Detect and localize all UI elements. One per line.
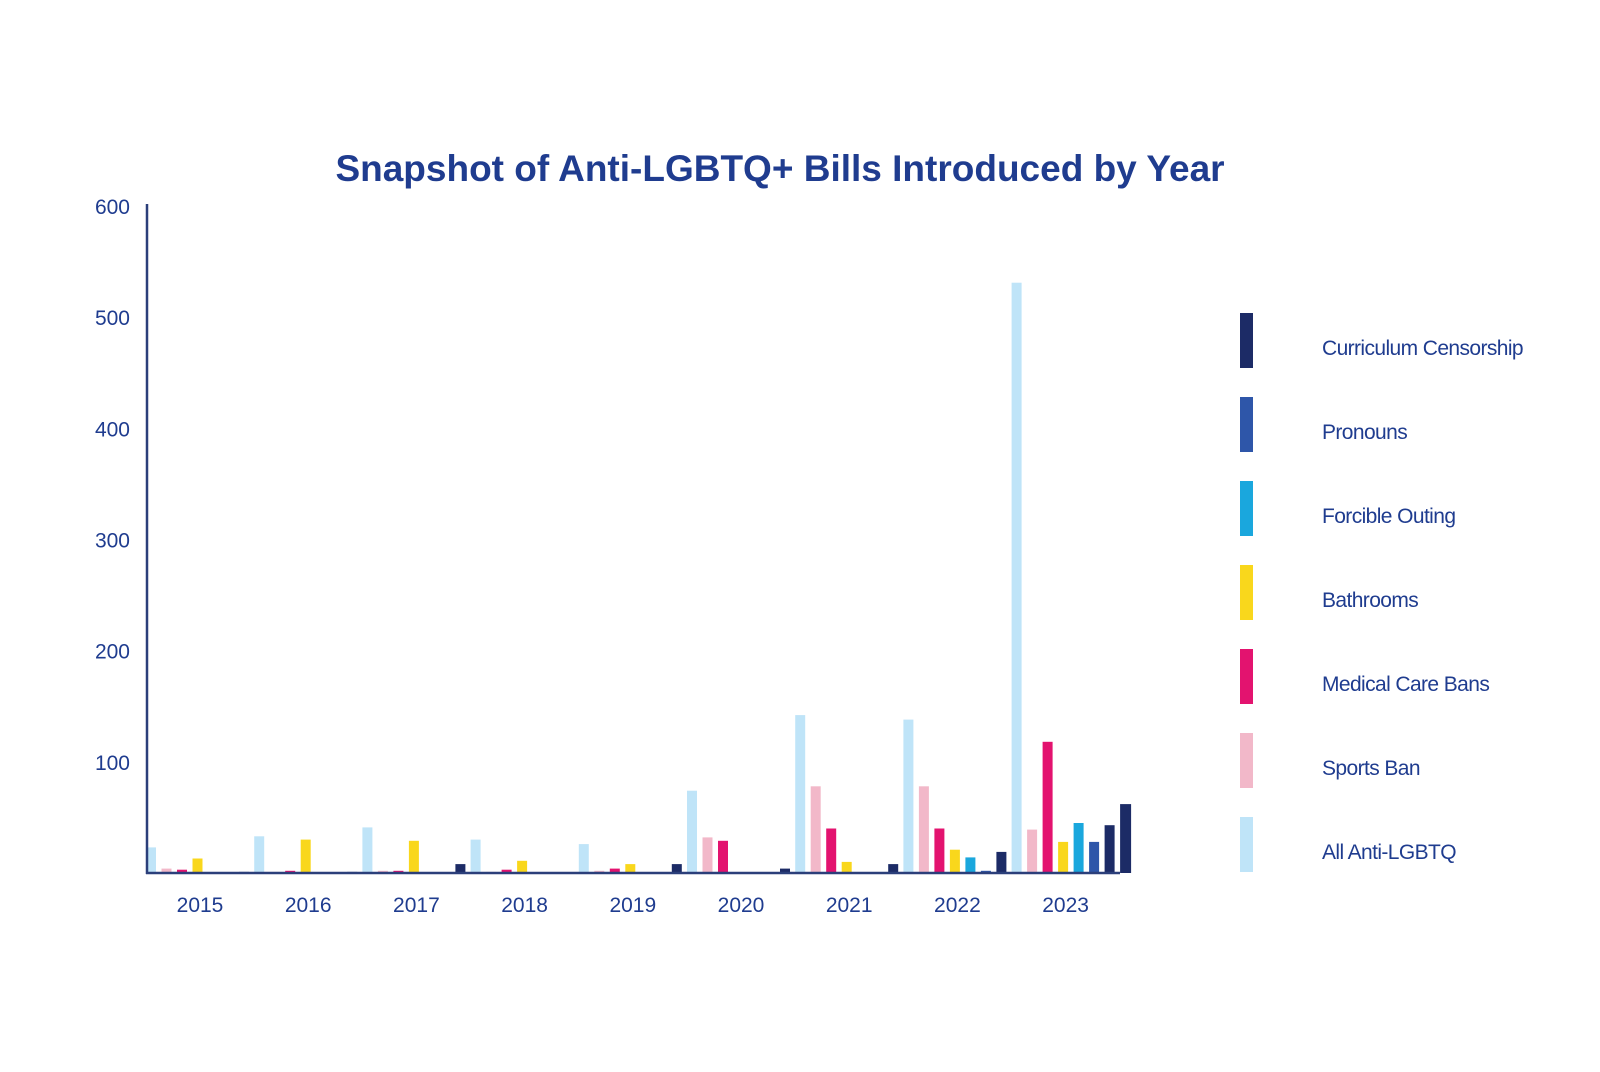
x-tick-label: 2021 [826, 894, 873, 917]
x-tick-label: 2022 [934, 894, 981, 917]
y-tick-label: 100 [95, 752, 130, 775]
x-tick-label: 2023 [1042, 894, 1089, 917]
y-tick-label: 200 [95, 641, 130, 664]
bar-2023-forcible-outing [1073, 823, 1084, 873]
x-tick-label: 2020 [718, 894, 765, 917]
bar-2021-curriculum-censorship [888, 864, 899, 873]
x-tick-label: 2018 [501, 894, 548, 917]
bar-2022-medical-care-bans [934, 828, 945, 873]
bar-2019-all-anti-lgbtq [578, 844, 589, 873]
bar-2019-bathrooms [625, 864, 636, 873]
bar-2016-bathrooms [300, 839, 311, 873]
bar-2018-all-anti-lgbtq [470, 839, 481, 873]
x-tick-label: 2015 [177, 894, 224, 917]
x-tick-label: 2017 [393, 894, 440, 917]
legend-label: Forcible Outing [1322, 505, 1455, 528]
bar-2018-medical-care-bans [501, 869, 512, 873]
bars [146, 282, 1132, 873]
bar-2015-all-anti-lgbtq [146, 847, 156, 873]
bar-2020-medical-care-bans [718, 840, 728, 873]
bar-2017-bathrooms [408, 840, 419, 873]
x-axis-ticks: 2015 2016 2017 2018 2019 2020 2021 2022 2023 [177, 894, 1089, 917]
bar-2023-all-anti-lgbtq [1011, 282, 1022, 873]
x-tick-label: 2016 [285, 894, 332, 917]
bar-2015-bathrooms [192, 858, 203, 873]
bar-2019-medical-care-bans [609, 868, 620, 873]
y-tick-label: 600 [95, 196, 130, 219]
bar-2022-sports-ban [918, 786, 929, 873]
bar-2017-all-anti-lgbtq [362, 827, 373, 873]
bar-2021-medical-care-bans [826, 828, 837, 873]
bar-2020-sports-ban [702, 837, 713, 873]
bar-2022-forcible-outing [965, 857, 976, 873]
legend-swatch [1240, 733, 1253, 788]
legend-swatch [1240, 649, 1253, 704]
bar-2021-sports-ban [810, 786, 821, 873]
bar-2023-pronouns [1089, 841, 1100, 873]
y-tick-label: 500 [95, 307, 130, 330]
y-tick-label: 400 [95, 418, 130, 441]
bar-2021-all-anti-lgbtq [795, 715, 806, 873]
bar-2019-curriculum-censorship [671, 864, 682, 873]
y-tick-label: 300 [95, 530, 130, 553]
bar-2023-bathrooms [1058, 841, 1069, 873]
legend-swatch [1240, 565, 1253, 620]
legend-label: Medical Care Bans [1322, 673, 1489, 696]
legend-label: Pronouns [1322, 421, 1407, 444]
y-axis-ticks: 100 200 300 400 500 600 [95, 196, 130, 775]
legend-label: All Anti-LGBTQ [1322, 841, 1456, 864]
bar-2022-curriculum-censorship [996, 851, 1007, 873]
bar-2020-all-anti-lgbtq [687, 790, 697, 873]
bar-2023-curriculum-censorship [1104, 825, 1115, 873]
bar-2015-sports-ban [161, 868, 172, 873]
bar-2021-bathrooms [841, 861, 852, 873]
bar-2023-sports-ban [1027, 829, 1038, 873]
x-tick-label: 2019 [609, 894, 656, 917]
axes [145, 204, 1120, 875]
bar-2023-medical-care-bans [1042, 741, 1053, 873]
bar-2020-curriculum-censorship [780, 868, 790, 873]
legend-swatch [1240, 313, 1253, 368]
bar-2015-medical-care-bans [177, 869, 187, 873]
legend-swatch [1240, 481, 1253, 536]
legend-label: Curriculum Censorship [1322, 337, 1523, 360]
legend: Curriculum Censorship Pronouns Forcible Ou… [1240, 313, 1524, 872]
bar-2022-all-anti-lgbtq [903, 719, 914, 873]
bar-2017-curriculum-censorship [455, 864, 466, 873]
chart-title: Snapshot of Anti-LGBTQ+ Bills Introduced… [335, 148, 1224, 189]
legend-swatch [1240, 397, 1253, 452]
bar-2022-bathrooms [949, 849, 960, 873]
bar-2018-bathrooms [517, 860, 528, 873]
bar-trailing-curriculum-censorship [1120, 804, 1132, 873]
legend-label: Sports Ban [1322, 757, 1420, 780]
legend-swatch [1240, 817, 1253, 872]
legend-label: Bathrooms [1322, 589, 1418, 612]
bar-2016-all-anti-lgbtq [254, 836, 265, 873]
